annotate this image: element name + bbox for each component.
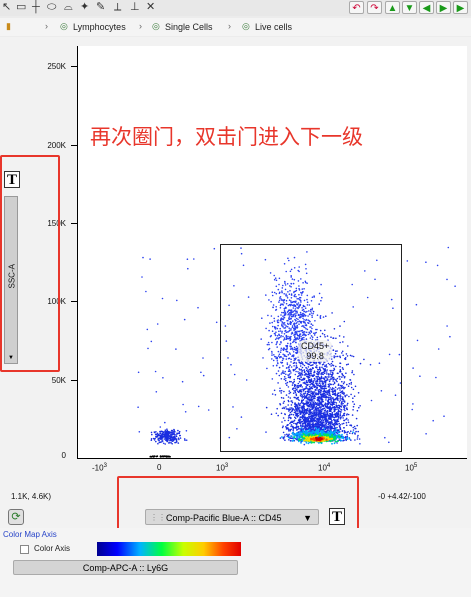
y-tick-mark [71, 380, 77, 381]
rectangle-gate-icon[interactable]: ▭ [16, 1, 27, 13]
y-tick-label: 0 [61, 451, 66, 460]
dropdown-arrow-icon: ▼ [303, 513, 312, 523]
refresh-icon[interactable]: ⟳ [8, 509, 24, 525]
x-tick-label: 104 [318, 463, 331, 473]
x-tick-label: 103 [216, 463, 229, 473]
polygon-gate-icon[interactable]: ⌓ [64, 1, 73, 13]
chevron-right-icon: › [45, 21, 48, 31]
dot-plot-area[interactable] [77, 46, 467, 459]
breadcrumb-item-lymphocytes[interactable]: Lymphocytes [73, 22, 126, 32]
color-axis-label: Color Axis [34, 544, 71, 553]
y-tick-mark [71, 66, 77, 67]
grid-handle-icon: ⋮⋮ [150, 513, 166, 522]
population-icon: ◎ [60, 21, 68, 31]
y-tick-label: 100K [47, 297, 66, 306]
color-parameter-select[interactable]: Comp-APC-A :: Ly6G [13, 560, 238, 575]
y-tick-mark [71, 301, 77, 302]
breadcrumb-item-single-cells[interactable]: Single Cells [165, 22, 213, 32]
cd45-gate[interactable] [220, 244, 402, 452]
arrow-up-icon[interactable]: ▲ [385, 1, 400, 14]
x-axis-parameter-select[interactable]: ⋮⋮ Comp-Pacific Blue-A :: CD45 ▼ [145, 509, 319, 525]
cross-gate-icon[interactable]: ✕ [146, 1, 156, 13]
x-tick-label: 0 [157, 463, 162, 472]
y-tick-label: 150K [47, 219, 66, 228]
color-map-title: Color Map Axis [3, 530, 57, 539]
y-tick-mark [71, 223, 77, 224]
breadcrumb: ▮ › ◎ Lymphocytes › ◎ Single Cells › ◎ L… [0, 18, 471, 36]
gate-toolbar: ↖ ▭ ┼ ⬭ ⌓ ✦ ✎ ⟂ ⊥ ✕ ↶ ↷ ▲ ▼ ◀ ▶ ▶ [0, 0, 471, 16]
highlight-box-y-axis [0, 155, 60, 372]
arrow-down-icon[interactable]: ▼ [402, 1, 417, 14]
cursor-coordinates: 1.1K, 4.6K) [11, 492, 52, 501]
pointer-tool-icon[interactable]: ↖ [2, 1, 12, 13]
arrow-right-icon[interactable]: ▶ [436, 1, 451, 14]
gate-name: CD45+ [301, 341, 330, 351]
gate-percentage: 99.8 [306, 351, 324, 361]
y-axis-text-button[interactable]: T [4, 171, 20, 188]
paint-gate-icon[interactable]: ✎ [96, 1, 106, 13]
breadcrumb-item-live-cells[interactable]: Live cells [255, 22, 293, 32]
color-map-gradient [97, 542, 241, 556]
spider-gate-icon[interactable]: ✦ [80, 1, 90, 13]
chevron-right-icon: › [139, 21, 142, 31]
arrow-right-end-icon[interactable]: ▶ [453, 1, 468, 14]
tube-icon: ▮ [6, 21, 11, 31]
arrow-left-icon[interactable]: ◀ [419, 1, 434, 14]
y-tick-label: 50K [51, 376, 66, 385]
quadrant-gate-icon[interactable]: ┼ [32, 1, 40, 13]
x-axis-text-button[interactable]: T [329, 508, 345, 525]
color-axis-checkbox[interactable] [20, 545, 29, 554]
x-tick-label: 105 [405, 463, 418, 473]
y-tick-label: 250K [47, 62, 66, 71]
redo-icon[interactable]: ↷ [367, 1, 382, 14]
gate-label[interactable]: CD45+ 99.8 [298, 340, 333, 362]
quad-gate-icon[interactable]: ⊥ [130, 1, 140, 13]
y-axis-parameter-select[interactable]: SSC-A ▼ [4, 196, 18, 364]
color-map-section: Color Map Axis Color Axis Comp-APC-A :: … [0, 528, 471, 597]
x-axis-parameter-label: Comp-Pacific Blue-A :: CD45 [166, 513, 282, 523]
population-icon: ◎ [242, 21, 250, 31]
undo-icon[interactable]: ↶ [349, 1, 364, 14]
chevron-right-icon: › [228, 21, 231, 31]
population-icon: ◎ [152, 21, 160, 31]
ellipse-gate-icon[interactable]: ⬭ [47, 1, 57, 13]
y-tick-mark [71, 145, 77, 146]
dropdown-arrow-icon: ▼ [8, 355, 14, 361]
annotation-text: 再次圈门，双击门进入下一级 [90, 125, 363, 149]
x-tick-label: -103 [92, 463, 107, 473]
y-tick-label: 200K [47, 141, 66, 150]
split-gate-icon[interactable]: ⟂ [114, 1, 122, 13]
axis-transform-readout: -0 +4.42/-100 [378, 492, 426, 501]
